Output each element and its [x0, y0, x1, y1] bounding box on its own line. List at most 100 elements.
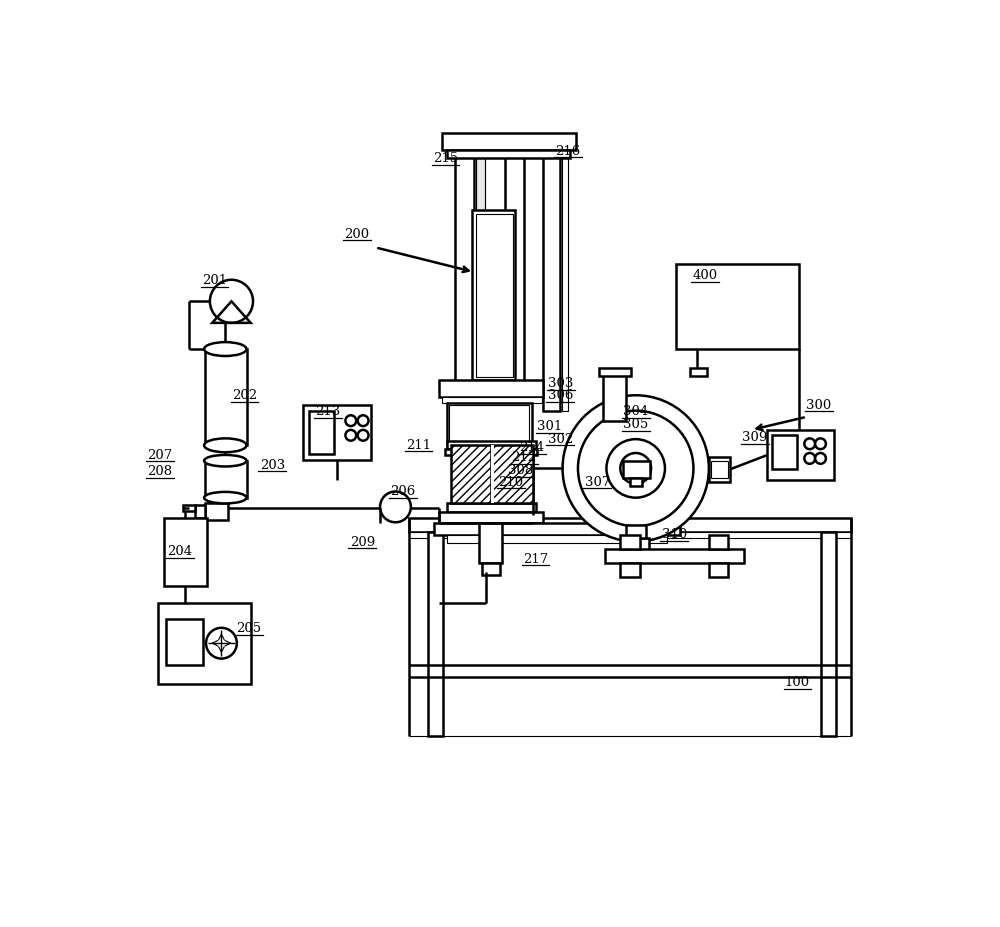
Bar	[439, 380, 543, 398]
Bar	[447, 403, 532, 446]
Circle shape	[804, 438, 815, 450]
Bar	[620, 536, 640, 550]
Text: 301: 301	[537, 420, 562, 433]
Bar	[603, 371, 626, 421]
Bar	[709, 536, 728, 550]
Text: 205: 205	[237, 621, 262, 634]
Text: 303: 303	[548, 376, 574, 389]
Text: 208: 208	[147, 464, 172, 477]
Bar	[630, 479, 642, 487]
Bar	[599, 369, 631, 376]
Text: 216: 216	[555, 145, 581, 158]
Bar	[442, 398, 542, 403]
Bar	[166, 619, 203, 665]
Text: 300: 300	[806, 399, 832, 412]
Bar	[505, 149, 524, 534]
Text: 100: 100	[785, 675, 810, 688]
Bar	[472, 211, 515, 380]
Text: 202: 202	[232, 389, 257, 402]
Bar	[623, 462, 650, 478]
Bar	[158, 603, 251, 684]
Ellipse shape	[204, 455, 246, 467]
Circle shape	[358, 416, 369, 426]
Circle shape	[620, 453, 651, 484]
Bar	[624, 539, 649, 552]
Bar	[449, 406, 529, 443]
Bar	[709, 564, 728, 578]
Text: 217: 217	[523, 552, 548, 565]
Text: 204: 204	[167, 544, 192, 557]
Circle shape	[804, 453, 815, 464]
Bar	[445, 450, 537, 456]
Text: 200: 200	[344, 227, 370, 240]
Text: 213: 213	[315, 404, 340, 417]
Bar	[447, 442, 536, 450]
Bar	[409, 519, 851, 533]
Bar	[195, 505, 205, 519]
Bar	[183, 505, 195, 511]
Text: 400: 400	[692, 269, 718, 282]
Bar	[711, 462, 728, 478]
Text: 212: 212	[511, 451, 537, 464]
Text: 210: 210	[498, 476, 524, 489]
Text: 215: 215	[433, 152, 458, 165]
Text: 207: 207	[147, 449, 172, 462]
Bar	[439, 513, 543, 524]
Text: 306: 306	[548, 389, 573, 402]
Ellipse shape	[204, 492, 246, 504]
Bar	[205, 462, 247, 498]
Text: 305: 305	[623, 417, 648, 430]
Bar	[447, 503, 536, 513]
Bar	[690, 369, 707, 376]
Bar	[479, 524, 502, 564]
Bar	[605, 550, 744, 564]
Circle shape	[578, 412, 693, 527]
Bar	[491, 446, 494, 503]
Bar	[476, 214, 513, 377]
Text: 206: 206	[391, 485, 416, 498]
Text: 307: 307	[585, 476, 610, 489]
Bar	[164, 519, 207, 587]
Text: 211: 211	[406, 438, 431, 451]
Circle shape	[815, 438, 826, 450]
Bar	[303, 405, 371, 461]
Ellipse shape	[204, 438, 246, 452]
Circle shape	[630, 463, 642, 475]
Circle shape	[358, 430, 369, 441]
Bar	[626, 525, 646, 539]
Bar	[543, 149, 560, 412]
Bar	[309, 412, 334, 454]
Bar	[676, 265, 799, 349]
Text: 309: 309	[742, 430, 768, 443]
Bar	[442, 134, 576, 151]
Circle shape	[815, 453, 826, 464]
Bar	[620, 564, 640, 578]
Bar	[451, 446, 491, 503]
Bar	[482, 564, 500, 575]
Text: 302: 302	[548, 432, 573, 445]
Circle shape	[606, 439, 665, 498]
Circle shape	[345, 430, 356, 441]
Circle shape	[380, 492, 411, 523]
Bar	[205, 349, 247, 446]
Bar	[428, 533, 443, 737]
Bar	[205, 503, 228, 520]
Bar	[772, 436, 797, 470]
Text: 214: 214	[519, 440, 544, 453]
Text: 304: 304	[623, 404, 648, 417]
Circle shape	[563, 396, 709, 542]
Bar	[447, 536, 667, 543]
Bar	[434, 524, 680, 536]
Text: 201: 201	[202, 273, 227, 286]
Bar	[447, 151, 570, 159]
Bar	[820, 533, 836, 737]
Ellipse shape	[204, 343, 246, 357]
Bar	[492, 446, 533, 503]
Text: 310: 310	[662, 527, 687, 540]
Circle shape	[210, 281, 253, 324]
Bar	[709, 457, 730, 482]
Bar	[455, 149, 474, 534]
Bar	[476, 149, 485, 534]
Bar	[767, 430, 834, 480]
Text: 203: 203	[260, 458, 285, 471]
